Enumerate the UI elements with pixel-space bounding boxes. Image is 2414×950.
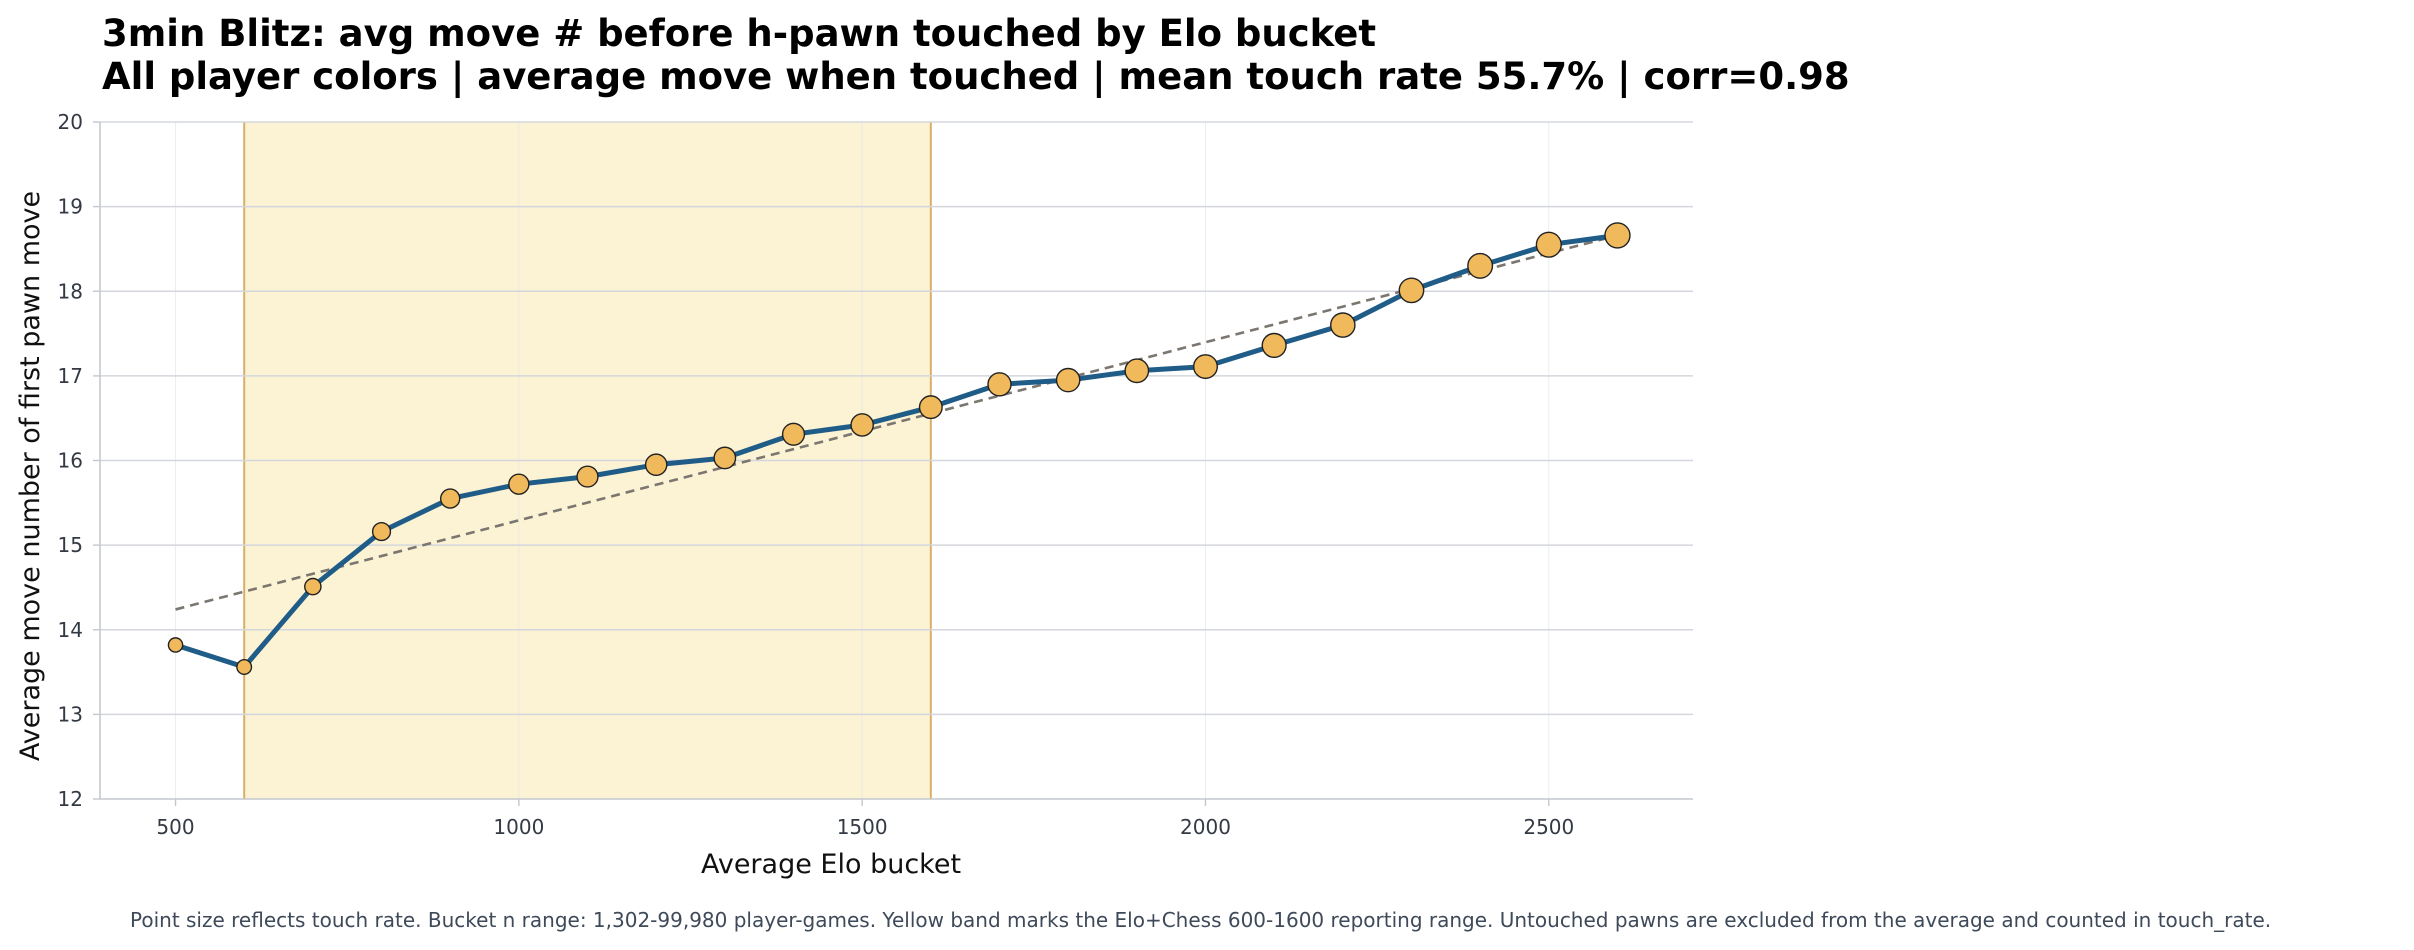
data-point-900[interactable]: [439, 488, 461, 509]
data-point-1500[interactable]: [850, 413, 874, 437]
y-tick-label-12: 12: [58, 787, 83, 811]
data-point-700[interactable]: [304, 577, 322, 596]
x-axis-label: Average Elo bucket: [701, 849, 961, 880]
x-tick-label-2000: 2000: [1180, 815, 1231, 839]
data-point-1200[interactable]: [644, 453, 668, 477]
data-point-2300[interactable]: [1398, 277, 1425, 304]
data-point-2100[interactable]: [1261, 332, 1287, 359]
axes-layer: [93, 121, 1693, 806]
x-tick-label-2500: 2500: [1523, 815, 1574, 839]
data-point-1700[interactable]: [987, 372, 1012, 397]
data-point-2400[interactable]: [1467, 252, 1494, 279]
data-point-2000[interactable]: [1192, 354, 1218, 380]
data-point-1900[interactable]: [1124, 358, 1150, 384]
series-line: [173, 232, 1620, 670]
trend-layer: [175, 234, 1618, 611]
trend-line: [175, 234, 1618, 611]
data-point-500[interactable]: [167, 637, 184, 653]
grid-layer: [100, 121, 1693, 799]
data-point-1100[interactable]: [576, 465, 599, 488]
data-point-2200[interactable]: [1330, 312, 1356, 338]
data-point-2500[interactable]: [1535, 231, 1562, 258]
y-tick-label-16: 16: [58, 449, 83, 473]
data-point-800[interactable]: [371, 521, 392, 542]
data-point-600[interactable]: [236, 658, 253, 675]
x-tick-label-500: 500: [156, 815, 194, 839]
data-point-2600[interactable]: [1604, 222, 1631, 249]
data-points-layer: [167, 222, 1631, 675]
data-point-1600[interactable]: [918, 395, 943, 420]
data-point-1400[interactable]: [781, 422, 806, 446]
y-tick-label-14: 14: [58, 618, 83, 642]
y-axis-label: Average move number of first pawn move: [15, 191, 46, 761]
x-tick-label-1000: 1000: [493, 815, 544, 839]
chart-subtitle: All player colors | average move when to…: [102, 55, 1850, 98]
chart-title: 3min Blitz: avg move # before h-pawn tou…: [102, 12, 1376, 55]
y-tick-label-19: 19: [58, 195, 83, 219]
y-tick-label-20: 20: [58, 110, 83, 134]
y-tick-label-13: 13: [58, 702, 83, 726]
y-tick-label-17: 17: [58, 364, 83, 388]
data-point-1000[interactable]: [508, 473, 530, 495]
y-tick-label-18: 18: [58, 279, 83, 303]
y-tick-label-15: 15: [58, 533, 83, 557]
tick-labels-layer: 500 1000 1500 2000 2500 12 13 14 15 16 17 18 19 20: [58, 110, 1575, 839]
series-line-layer: [173, 232, 1620, 670]
x-tick-label-1500: 1500: [837, 815, 888, 839]
data-point-1800[interactable]: [1055, 367, 1081, 393]
footnote: Point size reflects touch rate. Bucket n…: [130, 908, 2271, 932]
data-point-1300[interactable]: [713, 446, 737, 470]
